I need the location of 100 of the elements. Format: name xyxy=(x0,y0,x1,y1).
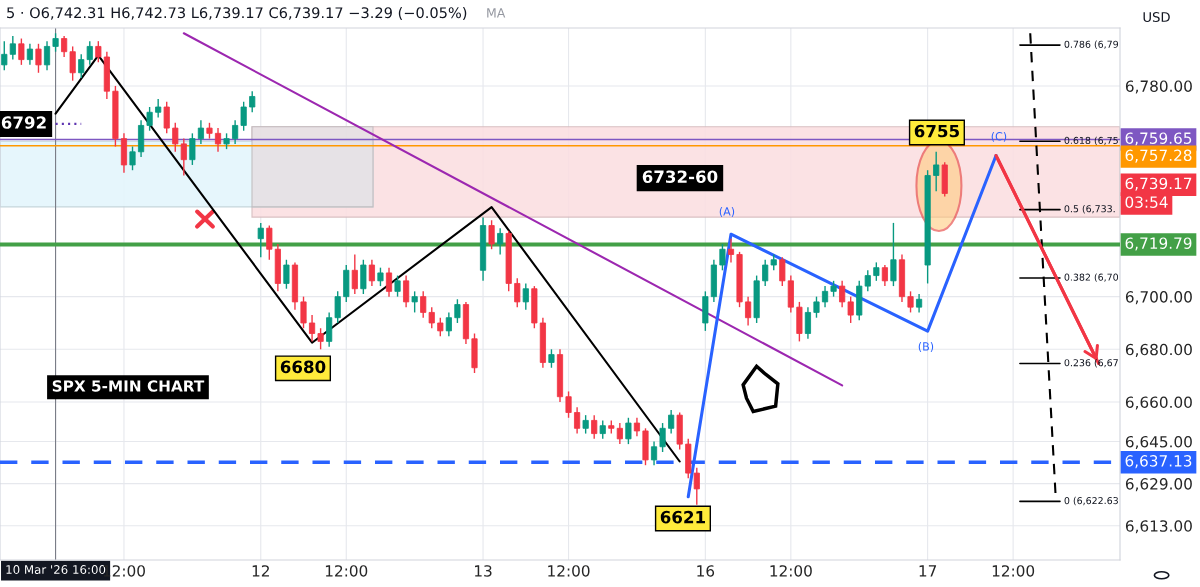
candlestick xyxy=(368,259,375,287)
ref-line-label: 6,759.65 xyxy=(1125,132,1192,146)
annotation: 0.786 (6,79 xyxy=(1064,40,1119,49)
candlestick xyxy=(334,290,341,324)
candlestick xyxy=(514,277,521,308)
candlestick xyxy=(394,274,401,298)
candlestick xyxy=(616,422,623,445)
annotation: 0.236 (6,67 xyxy=(1064,358,1118,368)
candlestick xyxy=(69,45,76,82)
candlestick xyxy=(839,280,846,308)
candlestick xyxy=(197,119,204,145)
candlestick xyxy=(43,40,51,71)
annotation: 6732-60 xyxy=(642,170,718,183)
candlestick xyxy=(488,219,495,250)
candlestick xyxy=(633,417,641,437)
candlestick xyxy=(403,274,410,308)
candlestick xyxy=(659,422,666,453)
candlestick xyxy=(61,35,68,58)
y-tick-label: 6,613.00 xyxy=(1125,520,1192,534)
candlestick xyxy=(813,295,820,319)
candlestick xyxy=(300,295,307,329)
annotation: 6755 xyxy=(914,124,959,138)
candlestick xyxy=(582,414,589,435)
x-tick-label: 12:00 xyxy=(992,565,1035,577)
candlestick xyxy=(574,406,581,435)
candlestick xyxy=(385,266,393,298)
candlestick xyxy=(95,40,102,63)
ref-line-label: 6,757.28 xyxy=(1125,149,1192,163)
candlestick xyxy=(933,151,940,192)
candlestick xyxy=(847,295,854,324)
y-tick-label: 6,629.00 xyxy=(1125,478,1192,492)
candlestick xyxy=(727,237,735,264)
annotation: 6621 xyxy=(660,510,705,524)
candlestick xyxy=(249,90,256,113)
candlestick xyxy=(377,266,384,287)
candlestick xyxy=(890,222,897,287)
candlestick xyxy=(411,290,418,314)
candlestick xyxy=(445,311,452,337)
annotation: 0.382 (6,70 xyxy=(1064,273,1119,282)
annotation: (B) xyxy=(918,342,934,352)
candlestick xyxy=(650,440,658,466)
x-tick-label: 12:00 xyxy=(770,565,812,577)
candlestick xyxy=(18,37,25,66)
candlestick xyxy=(26,43,33,66)
chart-title: 5 · O6,742.31 H6,742.73 L6,739.17 C6,739.17 −3.29 (−0.05%) xyxy=(7,6,467,20)
x-tick-label: 17 xyxy=(919,565,937,577)
annotation: (A) xyxy=(719,207,735,217)
candlestick xyxy=(283,259,290,290)
candlestick xyxy=(565,390,572,419)
candlestick xyxy=(599,419,606,440)
candlestick xyxy=(548,348,555,369)
candlestick xyxy=(873,261,880,282)
y-tick-label: 6,780.00 xyxy=(1125,80,1192,94)
candlestick xyxy=(180,137,187,177)
candlestick xyxy=(745,295,752,327)
candlestick xyxy=(189,132,196,166)
candlestick xyxy=(163,101,170,135)
candlestick xyxy=(129,145,136,171)
annotation: 6680 xyxy=(280,360,326,374)
candlestick xyxy=(257,222,264,258)
x-tick-label: 12 xyxy=(252,565,269,577)
candlestick xyxy=(821,285,829,308)
ref-line-label: 6,719.79 xyxy=(1125,237,1192,251)
candlestick xyxy=(9,35,16,61)
ref-line-label: 6,637.13 xyxy=(1125,455,1192,469)
text: 6,739.17 xyxy=(1125,177,1192,191)
candlestick xyxy=(762,259,769,287)
candlestick xyxy=(317,327,324,351)
x-tick-label: 12:00 xyxy=(548,565,590,577)
candlestick xyxy=(907,290,914,314)
text: MA xyxy=(487,8,506,18)
candlestick xyxy=(266,224,273,261)
candlestick xyxy=(437,317,444,337)
candlestick xyxy=(155,98,162,119)
y-tick-label: 6,645.00 xyxy=(1125,435,1192,450)
candlestick xyxy=(454,298,461,324)
candlestick xyxy=(804,306,812,340)
candlestick xyxy=(351,253,358,295)
annotation: 0.5 (6,733. xyxy=(1064,204,1115,214)
annotation: SPX 5-MIN CHART xyxy=(52,380,205,392)
x-tick-label: 16 xyxy=(697,565,715,577)
candlestick xyxy=(232,119,239,145)
y-tick-label: 6,660.00 xyxy=(1125,396,1192,410)
candlestick xyxy=(1,40,8,71)
candlestick xyxy=(360,259,367,295)
candlestick xyxy=(52,32,59,53)
candlestick xyxy=(779,256,786,287)
annotation: 6792 xyxy=(1,116,46,129)
candlestick xyxy=(172,122,179,153)
candlestick xyxy=(668,409,675,435)
candlestick xyxy=(214,127,222,153)
candlestick xyxy=(308,314,316,343)
candlestick xyxy=(625,417,632,445)
candlestick xyxy=(326,311,333,348)
annotation: 0 (6,622.63 xyxy=(1064,496,1118,506)
y-tick-label: 6,680.00 xyxy=(1125,343,1192,357)
x-tick-label: 12:00 xyxy=(325,565,368,577)
candlestick xyxy=(35,43,42,74)
text: 03:54 xyxy=(1125,196,1168,208)
x-tick-label: 13 xyxy=(475,565,492,577)
